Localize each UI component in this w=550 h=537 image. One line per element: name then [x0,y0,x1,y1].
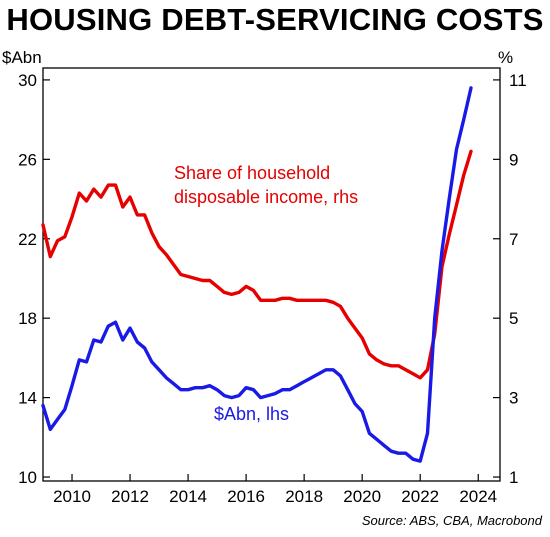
right-y-tick-label: 11 [509,71,527,90]
left-y-tick-label: 14 [18,389,37,408]
series-line-debt [41,86,473,463]
x-tick-label: 2014 [169,487,207,506]
x-tick-label: 2018 [285,487,323,506]
plot-frame [42,67,501,482]
series-label-debt: $Abn, lhs [214,404,289,424]
series-label-share: Share of household [174,163,330,183]
series-lines [41,86,473,463]
right-y-tick-label: 9 [509,150,518,169]
right-y-tick-label: 3 [509,389,518,408]
left-axis-unit: $Abn [2,48,42,67]
axis-ticks: 2010 2012 2014 2016 2018 2020 2022 2024 10 14 18 22… [18,71,527,506]
x-tick-label: 2010 [53,487,91,506]
left-y-tick-label: 18 [18,309,37,328]
x-tick-label: 2020 [343,487,381,506]
series-line-share [41,149,473,380]
left-y-tick-label: 22 [18,230,37,249]
series-annotations: Share of household disposable income, rhs… [174,163,358,424]
right-y-tick-label: 7 [509,230,518,249]
chart-title: HOUSING DEBT-SERVICING COSTS [6,2,544,37]
x-tick-label: 2012 [111,487,149,506]
series-label-share: disposable income, rhs [174,187,358,207]
x-tick-label: 2022 [401,487,439,506]
left-y-tick-label: 10 [18,468,37,487]
x-tick-label: 2024 [459,487,497,506]
right-axis-unit: % [498,48,513,67]
left-y-tick-label: 26 [18,150,37,169]
right-y-tick-label: 1 [509,468,518,487]
source-note: Source: ABS, CBA, Macrobond [362,513,543,528]
x-tick-label: 2016 [227,487,265,506]
left-y-tick-label: 30 [18,71,37,90]
right-y-tick-label: 5 [509,309,518,328]
